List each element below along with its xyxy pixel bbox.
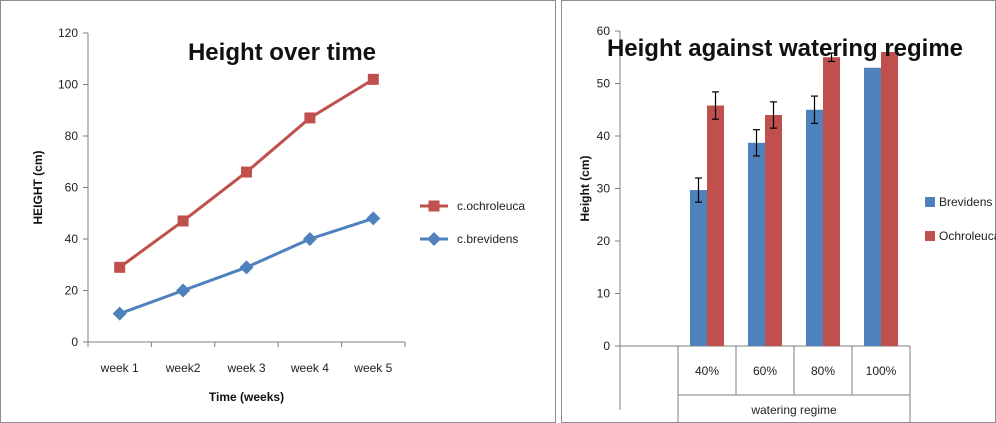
x-tick-label: 40%: [695, 364, 719, 378]
chart-title: Height over time: [188, 39, 376, 66]
y-tick-label: 20: [597, 234, 611, 248]
data-point-c-ochroleuca: [114, 261, 126, 273]
y-tick-label: 80: [65, 129, 79, 143]
x-tick-label: week 1: [100, 361, 139, 375]
bar-brevidens: [690, 190, 707, 346]
y-tick-label: 60: [597, 24, 611, 38]
data-point-c-brevidens: [112, 306, 127, 321]
x-axis-title: watering regime: [750, 403, 837, 417]
y-tick-label: 20: [65, 284, 79, 298]
height-over-time-chart: 0 20 40 60 80 100 120 week 1 week2 week 3 week 4 we…: [0, 0, 556, 423]
bar-ochroleuca: [823, 57, 840, 346]
data-point-c-brevidens: [366, 211, 381, 226]
y-tick-label: 40: [597, 129, 611, 143]
legend-label-ochroleuca: Ochroleuca: [939, 229, 996, 243]
bar-ochroleuca: [881, 52, 898, 346]
x-tick-label: 80%: [811, 364, 835, 378]
bar-brevidens: [748, 142, 765, 346]
bar-ochroleuca: [765, 115, 782, 346]
y-axis-title: HEIGHT (cm): [31, 150, 45, 224]
y-tick-label: 120: [58, 26, 78, 40]
y-tick-label: 50: [597, 77, 611, 91]
legend-swatch-brevidens: [925, 197, 935, 207]
bar-brevidens: [864, 67, 881, 346]
y-tick-label: 100: [58, 78, 78, 92]
data-point-c-ochroleuca: [367, 73, 379, 85]
y-tick-label: 60: [65, 181, 79, 195]
y-tick-label: 10: [597, 287, 611, 301]
x-tick-label: week2: [165, 361, 201, 375]
chart-title: Height against watering regime: [607, 35, 963, 62]
legend-label-brevidens: Brevidens: [939, 195, 992, 209]
data-point-c-ochroleuca: [304, 112, 316, 124]
x-tick-label: 100%: [866, 364, 897, 378]
height-vs-watering-chart: 0 10 20 30 40 50 60 40% 60% 80% 100% watering regim…: [561, 0, 996, 423]
legend-marker-c-brevidens: [427, 232, 441, 246]
height-over-time-panel: 0 20 40 60 80 100 120 week 1 week2 week 3 week 4 we…: [0, 0, 556, 423]
y-axis-title: Height (cm): [578, 155, 592, 221]
x-tick-label: 60%: [753, 364, 777, 378]
data-point-c-ochroleuca: [241, 166, 252, 178]
y-tick-label: 0: [71, 335, 78, 349]
height-vs-watering-panel: 0 10 20 30 40 50 60 40% 60% 80% 100% watering regim…: [561, 0, 996, 423]
legend-label-c-ochroleuca: c.ochroleuca: [457, 199, 525, 213]
x-tick-label: week 4: [290, 361, 329, 375]
legend-label-c-brevidens: c.brevidens: [457, 232, 518, 246]
y-tick-label: 0: [603, 339, 610, 353]
y-tick-label: 30: [597, 182, 611, 196]
data-point-c-brevidens: [176, 283, 191, 298]
x-tick-label: week 3: [226, 361, 265, 375]
legend-marker-c-ochroleuca: [428, 200, 440, 212]
data-point-c-brevidens: [239, 260, 254, 275]
data-point-c-ochroleuca: [177, 215, 189, 227]
bar-brevidens: [806, 109, 823, 346]
bar-ochroleuca: [707, 105, 724, 346]
legend-swatch-ochroleuca: [925, 231, 935, 241]
x-tick-label: week 5: [353, 361, 392, 375]
y-tick-label: 40: [65, 232, 79, 246]
data-point-c-brevidens: [302, 232, 317, 246]
x-axis-title: Time (weeks): [209, 390, 284, 404]
